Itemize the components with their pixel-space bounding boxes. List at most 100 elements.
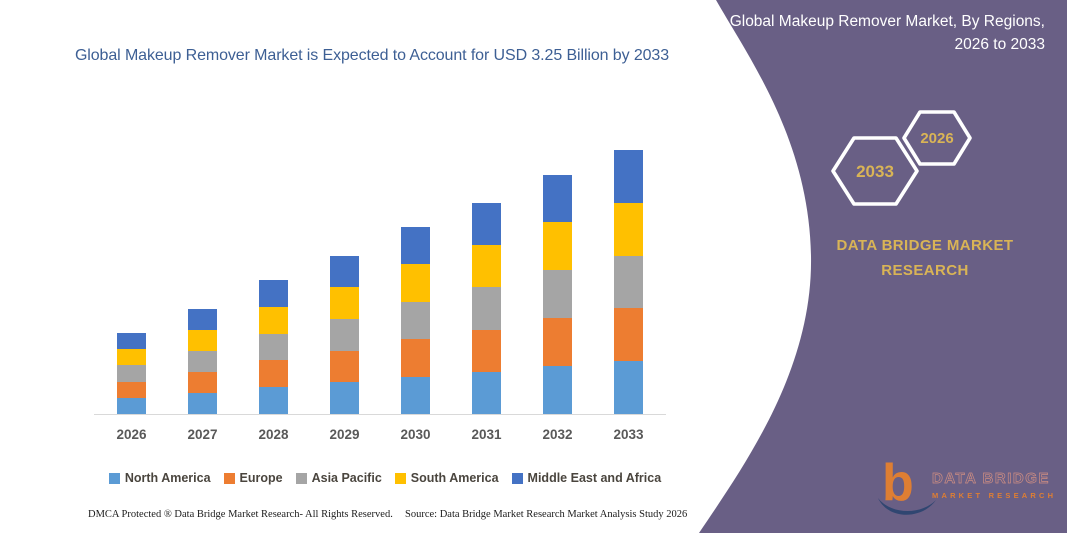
brand-logo: b DATA BRIDGE MARKET RESEARCH [876, 456, 1057, 518]
bar-stack [472, 203, 501, 414]
logo-text-block: DATA BRIDGE MARKET RESEARCH [932, 470, 1057, 500]
bar-stack [259, 280, 288, 414]
bar-stack [614, 150, 643, 414]
purple-curve [699, 0, 1067, 533]
legend-item-south-america: South America [394, 471, 499, 485]
bar-segment-middle-east-and-africa [117, 333, 146, 350]
x-axis-label: 2027 [187, 427, 218, 442]
legend-swatch [108, 472, 120, 484]
bar-segment-middle-east-and-africa [188, 308, 217, 330]
bar-segment-middle-east-and-africa [543, 174, 572, 223]
bar-segment-south-america [543, 222, 572, 271]
legend-swatch [511, 472, 523, 484]
footer-source-text: Source: Data Bridge Market Research Mark… [405, 509, 688, 520]
logo-swoosh-icon [878, 498, 936, 515]
bar-segment-north-america [543, 366, 572, 414]
bar-stack [330, 255, 359, 414]
bar-segment-north-america [401, 376, 430, 414]
bar-segment-middle-east-and-africa [259, 280, 288, 307]
bar-segment-north-america [188, 392, 217, 414]
bar-segment-south-america [117, 349, 146, 366]
brand-name: DATA BRIDGE MARKET RESEARCH [836, 237, 1014, 279]
bar-column-2027: 2027 [167, 120, 238, 442]
legend-label: Middle East and Africa [527, 471, 662, 485]
bar-column-2029: 2029 [309, 120, 380, 442]
chart-title: Global Makeup Remover Market is Expected… [74, 47, 670, 64]
bar-segment-south-america [188, 329, 217, 351]
bar-segment-europe [543, 318, 572, 367]
bar-segment-europe [117, 381, 146, 398]
logo-text-main: DATA BRIDGE [932, 470, 1050, 488]
legend-item-europe: Europe [223, 471, 283, 485]
bar-segment-south-america [259, 306, 288, 334]
x-axis-label: 2028 [258, 427, 289, 442]
bar-segment-asia-pacific [330, 318, 359, 351]
bar-segment-south-america [401, 264, 430, 302]
bar-column-2028: 2028 [238, 120, 309, 442]
bar-segment-south-america [472, 245, 501, 288]
bar-segment-middle-east-and-africa [614, 150, 643, 203]
bar-segment-europe [614, 308, 643, 362]
bar-stack [188, 308, 217, 414]
bar-stack [543, 174, 572, 414]
x-axis-line [94, 414, 666, 415]
x-axis-label: 2033 [613, 427, 644, 442]
bar-segment-north-america [117, 397, 146, 414]
bar-segment-north-america [259, 387, 288, 414]
x-axis-label: 2026 [116, 427, 147, 442]
hexagon-2026-label: 2026 [920, 130, 953, 147]
bar-column-2030: 2030 [380, 120, 451, 442]
bar-segment-europe [188, 371, 217, 393]
legend-swatch [295, 472, 307, 484]
hexagon-badges: 2033 2026 [831, 110, 972, 206]
logo-text-sub: MARKET RESEARCH [932, 491, 1057, 500]
bar-stack [401, 227, 430, 414]
bar-segment-north-america [472, 371, 501, 414]
bar-column-2031: 2031 [451, 120, 522, 442]
bar-segment-middle-east-and-africa [330, 255, 359, 288]
bar-segment-north-america [614, 361, 643, 414]
bar-segment-south-america [330, 287, 359, 319]
bar-segment-europe [472, 329, 501, 372]
legend-label: North America [124, 471, 211, 485]
bar-segment-asia-pacific [188, 350, 217, 372]
x-axis-label: 2032 [542, 427, 573, 442]
bar-segment-middle-east-and-africa [472, 203, 501, 246]
bar-segment-europe [330, 350, 359, 383]
logo-b-icon: b [878, 456, 936, 515]
bar-column-2033: 2033 [593, 120, 664, 442]
legend-label: Asia Pacific [311, 471, 382, 485]
bar-segment-south-america [614, 202, 643, 256]
legend-label: South America [410, 471, 499, 485]
legend-item-north-america: North America [108, 471, 211, 485]
legend-label: Europe [239, 471, 283, 485]
x-axis-label: 2031 [471, 427, 502, 442]
stacked-bar-chart: 2026 2027 2028 2029 2030 2031 2032 2033 [96, 120, 664, 442]
hexagon-2033: 2033 [831, 136, 919, 206]
legend-item-asia-pacific: Asia Pacific [295, 471, 382, 485]
bar-stack [117, 333, 146, 414]
x-axis-label: 2030 [400, 427, 431, 442]
bar-segment-europe [259, 360, 288, 388]
hexagon-2033-label: 2033 [856, 162, 894, 181]
bar-segment-north-america [330, 382, 359, 414]
bar-segment-asia-pacific [543, 270, 572, 319]
legend-swatch [223, 472, 235, 484]
purple-panel-background [699, 0, 1067, 533]
bar-column-2032: 2032 [522, 120, 593, 442]
bar-segment-europe [401, 339, 430, 377]
panel-title: Global Makeup Remover Market, By Regions… [729, 13, 1045, 54]
bar-segment-middle-east-and-africa [401, 227, 430, 265]
bar-column-2026: 2026 [96, 120, 167, 442]
hexagon-2026: 2026 [902, 110, 972, 166]
bar-segment-asia-pacific [472, 287, 501, 330]
bar-segment-asia-pacific [614, 255, 643, 309]
legend-swatch [394, 472, 406, 484]
chart-legend: North America Europe Asia Pacific South Ame… [5, 471, 765, 485]
bar-segment-asia-pacific [117, 365, 146, 382]
bar-segment-asia-pacific [401, 301, 430, 340]
svg-text:b: b [882, 456, 914, 512]
legend-item-middle-east-and-africa: Middle East and Africa [511, 471, 662, 485]
footer-dmca-text: DMCA Protected ® Data Bridge Market Rese… [88, 509, 393, 520]
